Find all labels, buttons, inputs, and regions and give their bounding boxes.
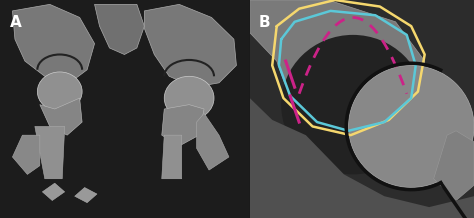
Polygon shape (42, 183, 64, 201)
Circle shape (37, 72, 82, 111)
Circle shape (164, 76, 214, 120)
Circle shape (348, 65, 474, 187)
Polygon shape (162, 135, 182, 179)
Polygon shape (250, 98, 474, 218)
Circle shape (281, 35, 425, 174)
Polygon shape (250, 0, 425, 135)
Polygon shape (197, 113, 229, 170)
Text: A: A (10, 15, 22, 30)
Polygon shape (162, 105, 204, 146)
Polygon shape (144, 4, 237, 87)
Polygon shape (40, 98, 82, 135)
Polygon shape (35, 126, 64, 179)
Polygon shape (75, 187, 97, 203)
Polygon shape (95, 4, 144, 54)
Polygon shape (12, 4, 95, 83)
Polygon shape (434, 131, 474, 201)
Text: B: B (259, 15, 270, 30)
Polygon shape (12, 135, 40, 174)
